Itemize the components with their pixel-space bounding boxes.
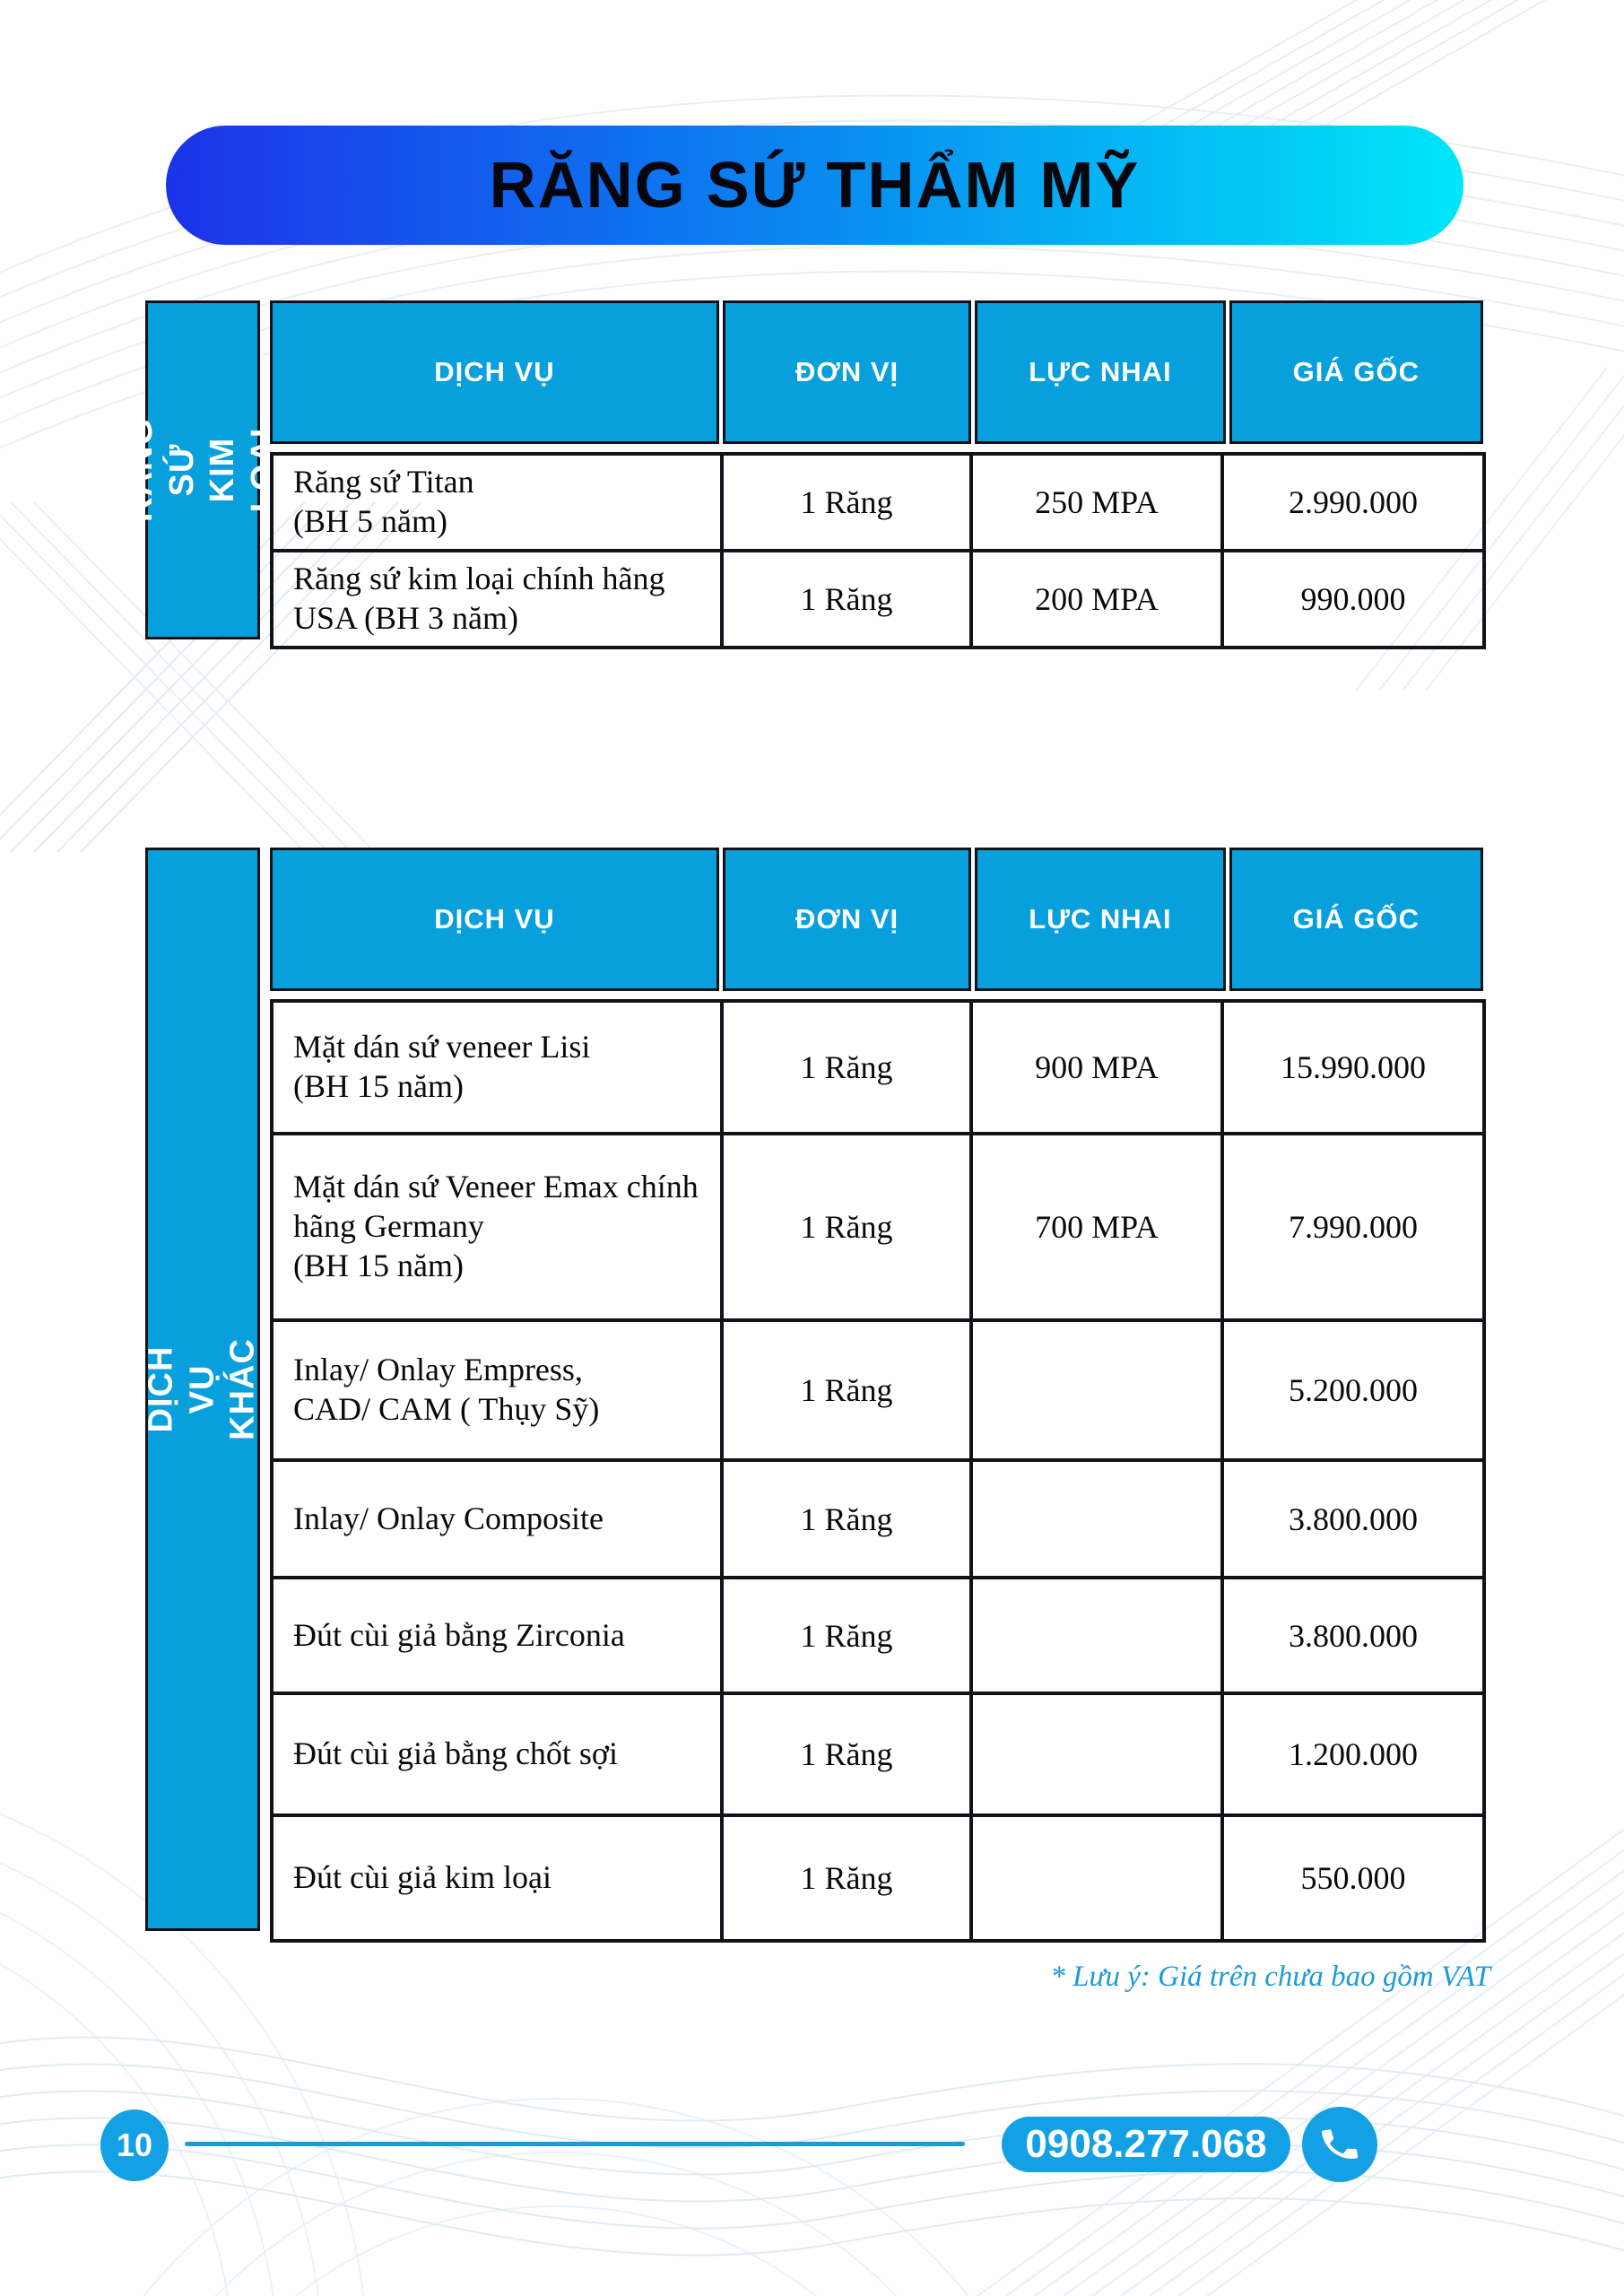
cell-service: Đút cùi giả kim loại bbox=[270, 1813, 724, 1943]
cell-force: 200 MPA bbox=[969, 548, 1224, 649]
table-row: Răng sứ Titan (BH 5 năm) 1 Răng 250 MPA 2.9… bbox=[270, 452, 1486, 552]
page-number: 10 bbox=[116, 2126, 153, 2163]
table-row: Inlay/ Onlay Empress, CAD/ CAM ( Thụy Sỹ… bbox=[270, 1318, 1486, 1462]
cell-service: Mặt dán sứ Veneer Emax chính hãng German… bbox=[270, 1132, 724, 1322]
column-header-unit: ĐƠN VỊ bbox=[722, 300, 972, 444]
side-band: DỊCH VỤ KHÁC bbox=[143, 848, 262, 1931]
footer-divider-line bbox=[185, 2142, 965, 2146]
cell-service: Đút cùi giả bằng Zirconia bbox=[270, 1576, 724, 1695]
cell-service: Răng sứ kim loại chính hãng USA (BH 3 nă… bbox=[270, 548, 724, 649]
cell-price: 15.990.000 bbox=[1220, 999, 1486, 1135]
title-banner: RĂNG SỨ THẨM MỸ bbox=[166, 126, 1463, 245]
phone-badge bbox=[1302, 2107, 1377, 2182]
cell-price: 3.800.000 bbox=[1220, 1576, 1486, 1695]
table-header-row: DỊCH VỤ ĐƠN VỊ LỰC NHAI GIÁ GỐC bbox=[270, 300, 1483, 444]
column-header-unit: ĐƠN VỊ bbox=[722, 848, 972, 991]
vat-note: * Lưu ý: Giá trên chưa bao gồm VAT bbox=[1050, 1961, 1490, 1993]
cell-unit: 1 Răng bbox=[720, 1132, 973, 1322]
column-header-force: LỰC NHAI bbox=[975, 848, 1226, 991]
phone-icon bbox=[1321, 2129, 1359, 2159]
table-header-row: DỊCH VỤ ĐƠN VỊ LỰC NHAI GIÁ GỐC bbox=[270, 848, 1483, 991]
cell-unit: 1 Răng bbox=[720, 1576, 973, 1695]
cell-service: Inlay/ Onlay Empress, CAD/ CAM ( Thụy Sỹ… bbox=[270, 1318, 724, 1462]
phone-number-pill: 0908.277.068 bbox=[1002, 2117, 1290, 2172]
cell-unit: 1 Răng bbox=[720, 1458, 973, 1579]
phone-number: 0908.277.068 bbox=[1025, 2122, 1267, 2166]
cell-unit: 1 Răng bbox=[720, 548, 973, 649]
table-row: Răng sứ kim loại chính hãng USA (BH 3 nă… bbox=[270, 548, 1486, 649]
cell-unit: 1 Răng bbox=[720, 1692, 973, 1817]
table-row: Đút cùi giả kim loại 1 Răng 550.000 bbox=[270, 1813, 1486, 1943]
cell-service: Đút cùi giả bằng chốt sợi bbox=[270, 1692, 724, 1817]
cell-price: 3.800.000 bbox=[1220, 1458, 1486, 1579]
cell-unit: 1 Răng bbox=[720, 1318, 973, 1462]
column-header-price: GIÁ GỐC bbox=[1229, 300, 1483, 444]
cell-unit: 1 Răng bbox=[720, 452, 973, 552]
side-label: DỊCH VỤ KHÁC bbox=[142, 1338, 262, 1440]
column-header-price: GIÁ GỐC bbox=[1229, 848, 1483, 991]
cell-service: Inlay/ Onlay Composite bbox=[270, 1458, 724, 1579]
column-header-service: DỊCH VỤ bbox=[270, 300, 719, 444]
cell-force bbox=[969, 1813, 1224, 1943]
cell-price: 5.200.000 bbox=[1220, 1318, 1486, 1462]
cell-price: 2.990.000 bbox=[1220, 452, 1486, 552]
cell-price: 990.000 bbox=[1220, 548, 1486, 649]
page-title: RĂNG SỨ THẨM MỸ bbox=[489, 149, 1141, 222]
cell-price: 7.990.000 bbox=[1220, 1132, 1486, 1322]
cell-force bbox=[969, 1318, 1224, 1462]
table-row: Đút cùi giả bằng chốt sợi 1 Răng 1.200.000 bbox=[270, 1692, 1486, 1817]
cell-price: 1.200.000 bbox=[1220, 1692, 1486, 1817]
cell-force: 900 MPA bbox=[969, 999, 1224, 1135]
column-header-service: DỊCH VỤ bbox=[270, 848, 719, 991]
cell-unit: 1 Răng bbox=[720, 1813, 973, 1943]
page-number-badge: 10 bbox=[100, 2109, 169, 2181]
table-row: Đút cùi giả bằng Zirconia 1 Răng 3.800.000 bbox=[270, 1576, 1486, 1695]
cell-force bbox=[969, 1576, 1224, 1695]
price-table-metal-porcelain: RĂNG SỨ KIM LOẠI DỊCH VỤ ĐƠN VỊ LỰC NHAI… bbox=[122, 300, 1486, 649]
cell-price: 550.000 bbox=[1220, 1813, 1486, 1943]
side-band: RĂNG SỨ KIM LOẠI bbox=[122, 300, 282, 639]
price-table-other-services: DỊCH VỤ KHÁC DỊCH VỤ ĐƠN VỊ LỰC NHAI GIÁ… bbox=[143, 848, 1486, 1943]
cell-unit: 1 Răng bbox=[720, 999, 973, 1135]
cell-force: 250 MPA bbox=[969, 452, 1224, 552]
side-label: RĂNG SỨ KIM LOẠI bbox=[121, 418, 282, 522]
price-data-table: Mặt dán sứ veneer Lisi (BH 15 năm) 1 Răng… bbox=[270, 999, 1486, 1943]
cell-service: Mặt dán sứ veneer Lisi (BH 15 năm) bbox=[270, 999, 724, 1135]
cell-force bbox=[969, 1692, 1224, 1817]
table-row: Mặt dán sứ veneer Lisi (BH 15 năm) 1 Răng… bbox=[270, 999, 1486, 1135]
price-data-table: Răng sứ Titan (BH 5 năm) 1 Răng 250 MPA 2.9… bbox=[270, 452, 1486, 649]
cell-force: 700 MPA bbox=[969, 1132, 1224, 1322]
column-header-force: LỰC NHAI bbox=[975, 300, 1226, 444]
table-row: Mặt dán sứ Veneer Emax chính hãng German… bbox=[270, 1132, 1486, 1322]
cell-service: Răng sứ Titan (BH 5 năm) bbox=[270, 452, 724, 552]
cell-force bbox=[969, 1458, 1224, 1579]
table-row: Inlay/ Onlay Composite 1 Răng 3.800.000 bbox=[270, 1458, 1486, 1579]
